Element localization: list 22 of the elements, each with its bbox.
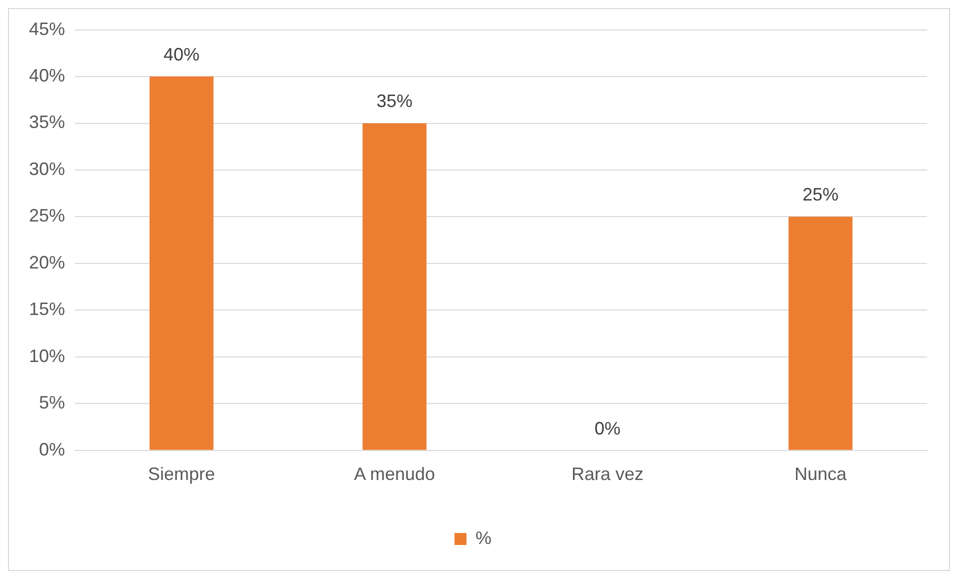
y-tick-label: 15% [28,299,66,320]
data-label: 25% [802,184,839,205]
data-label: 40% [164,44,200,64]
y-tick-label: 35% [28,112,66,132]
y-tick-label: 20% [28,252,66,272]
bar [788,216,852,450]
x-tick-label: Rara vez [571,464,644,484]
y-tick-label: 30% [28,158,66,179]
legend-label: % [476,528,492,548]
y-tick-label: 10% [28,346,66,366]
y-tick-label: 25% [28,206,66,226]
bar [150,76,214,450]
data-label: 0% [594,418,621,438]
x-tick-label: Siempre [148,464,216,484]
bar [362,123,426,450]
y-tick-label: 40% [28,66,66,86]
y-tick-label: 0% [39,439,66,460]
data-label: 35% [376,91,413,112]
y-tick-label: 5% [39,392,66,413]
x-tick-label: A menudo [354,464,436,484]
x-tick-label: Nunca [794,464,848,484]
y-tick-label: 45% [28,18,66,39]
